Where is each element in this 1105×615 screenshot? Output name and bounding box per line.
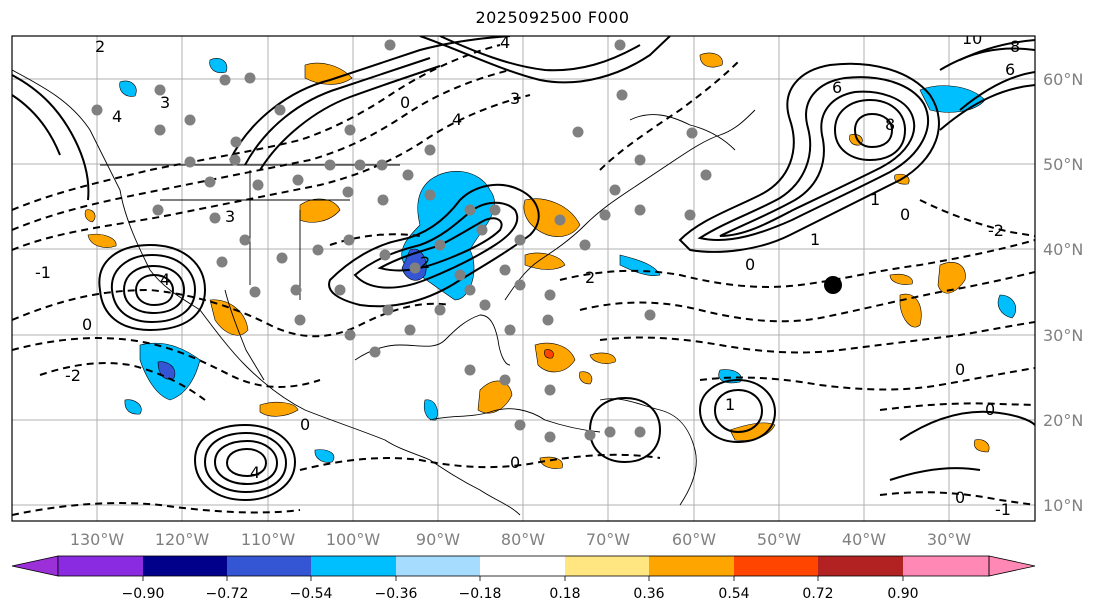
colorbar-tick-label: 0.36 (633, 586, 664, 602)
contour-label: 1 (810, 230, 820, 249)
colorbar-tick-label: −0.54 (290, 586, 333, 602)
lat-label: 60°N (1043, 70, 1083, 89)
colorbar-segment (396, 556, 480, 576)
lat-label: 40°N (1043, 240, 1083, 259)
colorbar-tick-label: −0.18 (459, 586, 502, 602)
colorbar-segment (143, 556, 227, 576)
colorbar-segment (480, 556, 565, 576)
contour-label: 1 (725, 395, 735, 414)
colorbar: −0.90 −0.72 −0.54 −0.36 −0.18 0.18 0.36 … (11, 555, 1036, 602)
contour-label: 0 (510, 453, 520, 472)
lon-label: 110°W (241, 530, 296, 549)
black-dot-marker (824, 276, 842, 294)
contour-label: 0 (985, 400, 995, 419)
contour-label: -1 (35, 263, 51, 282)
colorbar-segment (565, 556, 649, 576)
colorbar-tick-label: −0.72 (206, 586, 249, 602)
colorbar-tick-label: 0.18 (549, 586, 580, 602)
colorbar-segment (311, 556, 396, 576)
contour-label: -2 (65, 366, 81, 385)
colorbar-segment (227, 556, 311, 576)
contour-label: 0 (745, 255, 755, 274)
contour-label: 4 (112, 107, 122, 126)
contour-label: -2 (988, 221, 1004, 240)
colorbar-over-arrow (988, 555, 1036, 577)
lon-label: 60°W (672, 530, 716, 549)
colorbar-under-arrow (11, 555, 59, 577)
lon-label: 80°W (501, 530, 545, 549)
lat-label: 50°N (1043, 155, 1083, 174)
contour-label: 6 (1005, 60, 1015, 79)
lon-label: 90°W (416, 530, 460, 549)
lat-label: 30°N (1043, 326, 1083, 345)
contour-label: 3 (160, 93, 170, 112)
contour-label: 0 (955, 360, 965, 379)
contour-label: 2 (95, 37, 105, 56)
colorbar-segment (649, 556, 734, 576)
colorbar-tick-label: 0.72 (802, 586, 833, 602)
contour-label: 1 (870, 190, 880, 209)
colorbar-segment (903, 556, 989, 576)
lon-label: 130°W (70, 530, 125, 549)
contour-labels: 2 3 3 4 4 3 0 0 0 0 0 0 0 0 0 -1 -1 -2 -… (35, 29, 1020, 519)
contour-label: 3 (510, 89, 520, 108)
lon-label: 70°W (586, 530, 630, 549)
map-title: 2025092500 F000 (475, 8, 630, 27)
solid-contours (12, 36, 1035, 502)
dashed-contours (12, 44, 1035, 516)
contour-label: 0 (955, 488, 965, 507)
contour-label: 0 (900, 205, 910, 224)
contour-label: 4 (160, 270, 170, 289)
colorbar-tick-label: 0.54 (718, 586, 749, 602)
colorbar-tick-label: 0.90 (887, 586, 918, 602)
contour-label: 4 (500, 33, 510, 52)
lon-label: 50°W (757, 530, 801, 549)
map-frame (11, 35, 1036, 522)
contour-label: 6 (832, 78, 842, 97)
contour-label: -1 (995, 500, 1011, 519)
contour-label: 0 (300, 415, 310, 434)
latitude-axis: 60°N 50°N 40°N 30°N 20°N 10°N (1043, 70, 1083, 515)
contour-label: 10 (962, 29, 982, 48)
lon-label: 120°W (155, 530, 210, 549)
lon-label: 30°W (927, 530, 971, 549)
contour-label: 0 (400, 93, 410, 112)
contour-label: 2 (585, 268, 595, 287)
contour-label: 4 (452, 110, 462, 129)
longitude-axis: 130°W 120°W 110°W 100°W 90°W 80°W 70°W 6… (70, 530, 971, 549)
contour-label: 4 (250, 463, 260, 482)
colorbar-tick-label: −0.90 (122, 586, 165, 602)
contour-label: 0 (82, 315, 92, 334)
lon-label: 40°W (842, 530, 886, 549)
lat-label: 10°N (1043, 496, 1083, 515)
colorbar-segment (818, 556, 903, 576)
contour-label: 3 (225, 207, 235, 226)
station-dots (91, 39, 712, 443)
contour-label: 2 (420, 253, 430, 272)
contour-label: 8 (1010, 37, 1020, 56)
colorbar-segment (734, 556, 818, 576)
colorbar-tick-label: −0.36 (375, 586, 418, 602)
contour-label: 8 (885, 115, 895, 134)
colorbar-segment (58, 556, 143, 576)
lon-label: 100°W (326, 530, 381, 549)
lat-label: 20°N (1043, 411, 1083, 430)
